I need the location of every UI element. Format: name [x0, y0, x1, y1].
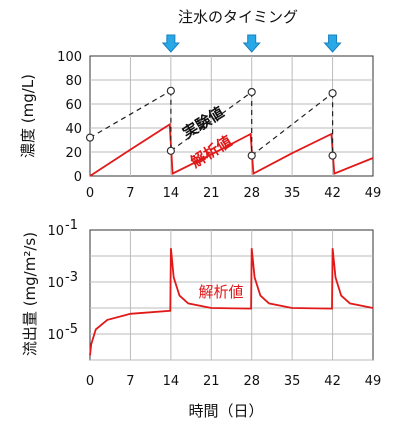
concentration-plot-area — [89, 55, 374, 177]
time-axis-label: 時間（日） — [188, 402, 263, 420]
x-tick-label: 14 — [163, 186, 180, 201]
y-tick-exponent: -1 — [65, 218, 78, 233]
x-tick-label: 0 — [86, 186, 94, 201]
x-tick-label: 0 — [86, 374, 94, 389]
concentration-axis-label: 濃度 (mg/L) — [19, 74, 37, 158]
experimental-line — [89, 90, 333, 157]
x-tick-label: 49 — [365, 186, 382, 201]
x-tick-label: 42 — [324, 374, 341, 389]
x-tick-label: 21 — [203, 374, 220, 389]
x-tick-label: 7 — [126, 186, 134, 201]
y-tick-label: 40 — [65, 122, 82, 137]
x-tick-label: 28 — [243, 374, 260, 389]
x-tick-label: 14 — [163, 374, 180, 389]
y-tick-label: 0 — [74, 170, 82, 185]
x-tick-label: 28 — [243, 186, 260, 201]
experimental-point — [166, 86, 175, 95]
injection-arrow-icon — [161, 34, 180, 53]
y-tick-exponent: -3 — [65, 270, 78, 285]
x-tick-label: 49 — [365, 374, 382, 389]
x-tick-label: 21 — [203, 186, 220, 201]
flux-plot-area — [89, 229, 374, 361]
flux-analysis-line — [89, 248, 374, 356]
y-tick-label: 20 — [65, 146, 82, 161]
experimental-point — [85, 133, 95, 142]
y-tick-label: 100 — [57, 50, 82, 65]
y-tick-label: 80 — [65, 74, 82, 89]
y-tick-label: 10 — [47, 328, 64, 343]
chart-title: 注水のタイミング — [178, 8, 298, 26]
x-tick-label: 42 — [324, 186, 341, 201]
injection-arrow-icon — [242, 34, 261, 53]
experimental-point — [247, 151, 256, 160]
x-tick-label: 7 — [126, 374, 134, 389]
injection-arrow-icon — [323, 34, 342, 53]
analysis-series-label-bottom: 解析値 — [198, 283, 243, 301]
flux-axis-label: 流出量 (mg/m²/s) — [21, 232, 39, 356]
y-tick-label: 10 — [47, 276, 64, 291]
y-tick-exponent: -5 — [65, 322, 78, 337]
experimental-point — [328, 151, 337, 160]
experimental-point — [328, 89, 337, 98]
y-tick-label: 10 — [47, 224, 64, 239]
experimental-drop-line — [170, 90, 334, 156]
y-tick-label: 60 — [65, 98, 82, 113]
x-tick-label: 35 — [284, 186, 301, 201]
experimental-point — [247, 87, 256, 97]
x-tick-label: 35 — [284, 374, 301, 389]
experimental-point — [166, 146, 175, 155]
